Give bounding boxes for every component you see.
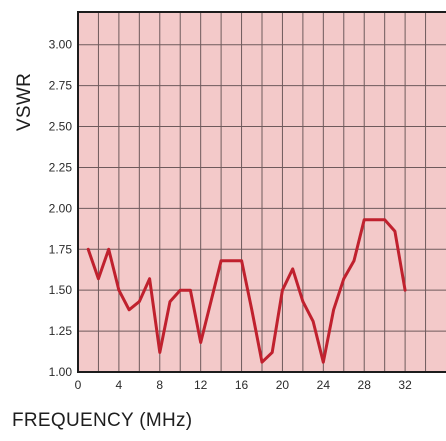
y-tick-label: 2.00 [49, 201, 73, 215]
data-point [240, 259, 243, 262]
data-point [158, 351, 161, 354]
data-point [301, 300, 305, 303]
data-point [117, 288, 121, 292]
grid-layer [78, 12, 446, 372]
data-point [393, 230, 397, 233]
y-tick-label: 1.25 [49, 324, 73, 338]
data-point [209, 300, 213, 303]
data-point [97, 277, 100, 280]
x-tick-label: 24 [317, 378, 331, 392]
data-point [189, 288, 192, 292]
data-point [87, 248, 90, 251]
data-point [107, 248, 110, 251]
x-tick-label: 4 [116, 378, 123, 392]
data-point [383, 218, 386, 222]
y-tick-label: 1.50 [49, 283, 73, 297]
y-tick-label: 2.50 [49, 120, 73, 134]
x-tick-label: 20 [276, 378, 290, 392]
data-point [260, 360, 264, 364]
data-point [311, 320, 315, 323]
data-point [179, 288, 182, 292]
data-point [403, 288, 407, 292]
x-tick-label: 28 [358, 378, 372, 392]
data-point [342, 277, 345, 280]
data-point [199, 341, 202, 344]
data-point [148, 277, 151, 280]
y-tick-label: 2.75 [49, 79, 73, 93]
data-point [363, 218, 366, 222]
data-point [291, 267, 294, 271]
x-tick-label: 12 [194, 378, 208, 392]
x-tick-label: 8 [156, 378, 163, 392]
frame-layer [77, 11, 446, 373]
x-tick-label: 0 [75, 378, 82, 392]
data-point [322, 360, 325, 364]
data-point [138, 300, 141, 303]
data-point [168, 300, 172, 303]
data-point [271, 351, 274, 354]
y-tick-label: 2.25 [49, 160, 73, 174]
x-tick-labels: 0 4 8 12 16 20 24 28 32 [75, 378, 412, 392]
data-point [332, 308, 335, 312]
data-point [127, 308, 131, 312]
data-point [250, 308, 253, 312]
y-axis-title: VSWR [14, 73, 35, 131]
series-layer [86, 218, 407, 364]
data-point [230, 259, 233, 262]
data-point [281, 288, 284, 292]
data-point [373, 218, 376, 222]
x-tick-label: 16 [235, 378, 249, 392]
data-point [219, 259, 223, 262]
series-line [86, 218, 407, 364]
x-axis-title: FREQUENCY (MHz) [12, 410, 192, 431]
y-tick-label: 3.00 [49, 38, 73, 52]
y-tick-label: 1.00 [49, 365, 73, 379]
y-tick-label: 1.75 [49, 242, 73, 256]
y-tick-labels: 1.00 1.25 1.50 1.75 2.00 2.25 2.50 2.75 3.00 [49, 38, 73, 379]
x-tick-label: 32 [398, 378, 412, 392]
data-point [352, 259, 356, 262]
